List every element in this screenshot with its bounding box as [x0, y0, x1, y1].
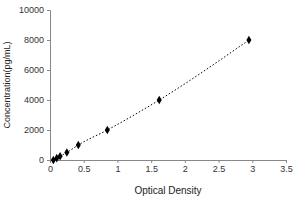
x-tick-label: 3 [250, 164, 255, 174]
chart: 0 0.5 1 1.5 2 2.5 3 3.5 0 2000 4000 6000 8000 10000 Op… [0, 0, 300, 200]
x-tick: 2.5 [213, 160, 226, 174]
y-tick-label: 6000 [24, 65, 44, 75]
point [157, 96, 162, 105]
plot: 0 0.5 1 1.5 2 2.5 3 3.5 0 2000 4000 6000 8000 10000 [19, 5, 293, 174]
x-axis: 0 0.5 1 1.5 2 2.5 3 3.5 [48, 160, 293, 174]
x-tick: 2 [183, 160, 188, 174]
y-tick: 4000 [24, 95, 50, 105]
y-tick: 6000 [24, 65, 50, 75]
y-tick: 0 [39, 155, 50, 165]
x-tick-label: 0.5 [78, 164, 91, 174]
x-tick: 1 [115, 160, 120, 174]
y-tick-mark [47, 70, 50, 71]
x-tick-label: 1 [115, 164, 120, 174]
y-axis-line [47, 11, 51, 161]
data [51, 36, 252, 164]
x-tick-mark [185, 160, 186, 163]
y-tick-mark [47, 100, 50, 101]
x-tick-mark [219, 160, 220, 163]
x-tick-label: 3.5 [280, 164, 293, 174]
y-tick-mark [47, 130, 50, 131]
point [58, 152, 63, 161]
x-axis-title: Optical Density [134, 185, 201, 196]
y-tick-label: 0 [39, 155, 44, 165]
point [64, 148, 69, 157]
fit-line [53, 40, 249, 160]
point [76, 141, 81, 150]
y-tick-label: 4000 [24, 95, 44, 105]
x-tick: 1.5 [145, 160, 158, 174]
y-tick-label: 10000 [19, 5, 44, 15]
y-tick-label: 2000 [24, 125, 44, 135]
x-tick-mark [117, 160, 118, 163]
point [246, 36, 251, 45]
x-tick-mark [252, 160, 253, 163]
y-tick-mark [47, 160, 50, 161]
x-tick-label: 2 [183, 164, 188, 174]
y-axis-title: Concentration(pg/mL) [2, 41, 12, 128]
x-tick: 3.5 [280, 160, 293, 174]
x-tick-label: 1.5 [145, 164, 158, 174]
x-tick-mark [286, 160, 287, 163]
x-tick: 0.5 [78, 160, 91, 174]
y-tick-mark [47, 10, 50, 11]
x-tick-mark [84, 160, 85, 163]
x-tick: 3 [250, 160, 255, 174]
x-axis-line [51, 161, 287, 164]
y-tick-mark [47, 40, 50, 41]
x-tick-label: 2.5 [213, 164, 226, 174]
y-tick: 10000 [19, 5, 50, 15]
y-axis: 0 2000 4000 6000 8000 10000 [19, 5, 51, 165]
x-tick-label: 0 [48, 164, 53, 174]
y-tick: 2000 [24, 125, 50, 135]
y-tick-label: 8000 [24, 35, 44, 45]
x-tick-mark [151, 160, 152, 163]
point [105, 126, 110, 135]
y-tick: 8000 [24, 35, 50, 45]
